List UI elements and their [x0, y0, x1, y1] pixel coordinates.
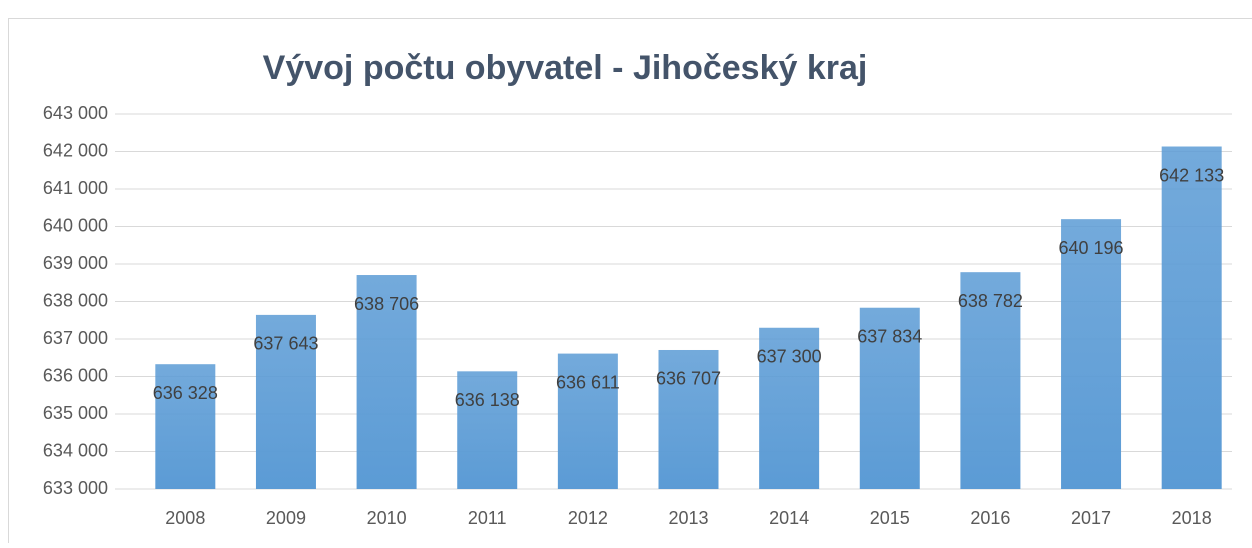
x-tick-label: 2018 [1172, 508, 1212, 528]
x-tick-label: 2013 [668, 508, 708, 528]
y-tick-label: 635 000 [43, 403, 108, 423]
bar [1061, 219, 1121, 489]
x-tick-label: 2014 [769, 508, 809, 528]
data-label: 638 706 [354, 294, 419, 314]
data-label: 640 196 [1059, 238, 1124, 258]
x-tick-label: 2016 [970, 508, 1010, 528]
x-tick-label: 2008 [165, 508, 205, 528]
x-tick-label: 2015 [870, 508, 910, 528]
y-tick-label: 634 000 [43, 440, 108, 460]
x-tick-label: 2010 [367, 508, 407, 528]
x-tick-label: 2011 [468, 508, 507, 528]
data-label: 636 328 [153, 383, 218, 403]
bar [457, 371, 517, 489]
y-tick-label: 642 000 [43, 140, 108, 160]
y-tick-label: 639 000 [43, 253, 108, 273]
data-label: 636 611 [556, 372, 620, 392]
chart-title: Vývoj počtu obyvatel - Jihočeský kraj [263, 49, 868, 87]
x-tick-label: 2009 [266, 508, 306, 528]
data-label: 637 300 [757, 347, 822, 367]
data-label: 636 707 [656, 369, 721, 389]
y-tick-label: 638 000 [43, 290, 108, 310]
y-tick-label: 636 000 [43, 365, 108, 385]
data-label: 638 782 [958, 291, 1023, 311]
data-label: 637 834 [857, 326, 922, 346]
bar [1162, 147, 1222, 489]
y-tick-label: 643 000 [43, 103, 108, 123]
data-label: 642 133 [1159, 165, 1224, 185]
y-tick-label: 633 000 [43, 478, 108, 498]
x-tick-label: 2017 [1071, 508, 1111, 528]
data-label: 637 643 [253, 334, 318, 354]
y-tick-label: 641 000 [43, 178, 108, 198]
data-label: 636 138 [455, 390, 520, 410]
y-tick-label: 637 000 [43, 328, 108, 348]
x-tick-label: 2012 [568, 508, 608, 528]
y-tick-label: 640 000 [43, 215, 108, 235]
